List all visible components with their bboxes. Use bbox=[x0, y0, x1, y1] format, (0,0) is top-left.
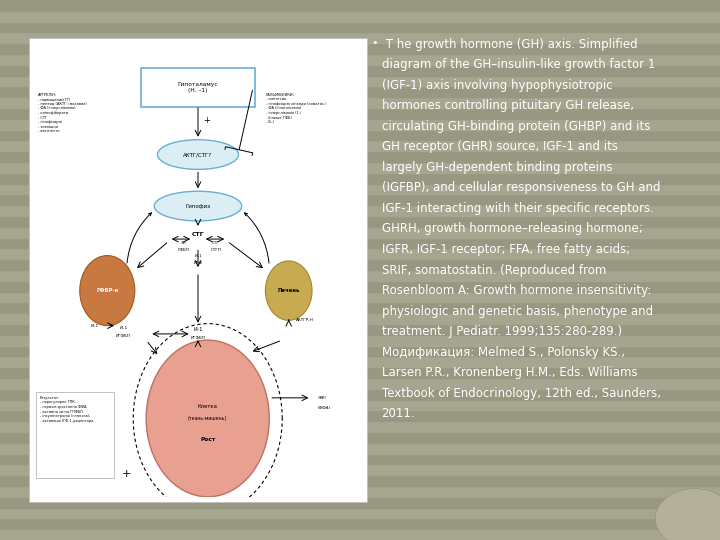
Text: Rosenbloom A: Growth hormone insensitivity:: Rosenbloom A: Growth hormone insensitivi… bbox=[382, 284, 651, 297]
Text: circulating GH-binding protein (GHBP) and its: circulating GH-binding protein (GHBP) an… bbox=[382, 120, 650, 133]
Bar bbox=[0, 324, 720, 335]
Bar bbox=[0, 205, 720, 216]
Bar bbox=[0, 410, 720, 421]
Bar bbox=[0, 432, 720, 443]
Bar bbox=[0, 173, 720, 184]
Text: hormones controlling pituitary GH release,: hormones controlling pituitary GH releas… bbox=[382, 99, 634, 112]
Text: Модификация: Melmed S., Polonsky KS.,: Модификация: Melmed S., Polonsky KS., bbox=[382, 346, 625, 359]
Bar bbox=[0, 346, 720, 356]
Text: IGF-1 interacting with their specific receptors.: IGF-1 interacting with their specific re… bbox=[382, 202, 654, 215]
Bar bbox=[0, 335, 720, 346]
Bar bbox=[0, 238, 720, 248]
Bar bbox=[0, 54, 720, 65]
Bar bbox=[0, 421, 720, 432]
Bar bbox=[0, 443, 720, 454]
Bar bbox=[0, 65, 720, 76]
Bar bbox=[0, 400, 720, 410]
Text: (IGFBP), and cellular responsiveness to GH and: (IGFBP), and cellular responsiveness to … bbox=[382, 181, 660, 194]
Bar bbox=[0, 227, 720, 238]
Bar bbox=[0, 259, 720, 270]
Bar bbox=[0, 529, 720, 540]
Text: IGFR, IGF-1 receptor; FFA, free fatty acids;: IGFR, IGF-1 receptor; FFA, free fatty ac… bbox=[382, 243, 630, 256]
Text: largely GH-dependent binding proteins: largely GH-dependent binding proteins bbox=[382, 161, 612, 174]
Bar bbox=[0, 43, 720, 54]
Text: •: • bbox=[372, 38, 378, 48]
Text: treatment. J Pediatr. 1999;135:280-289.): treatment. J Pediatr. 1999;135:280-289.) bbox=[382, 325, 622, 338]
Bar bbox=[0, 184, 720, 194]
Bar bbox=[0, 454, 720, 464]
Bar bbox=[0, 216, 720, 227]
Bar bbox=[0, 475, 720, 486]
Bar bbox=[0, 518, 720, 529]
Bar bbox=[0, 464, 720, 475]
Bar bbox=[0, 22, 720, 32]
Bar bbox=[0, 108, 720, 119]
Bar bbox=[0, 486, 720, 497]
Text: 2011.: 2011. bbox=[382, 407, 415, 420]
Text: (IGF-1) axis involving hypophysiotropic: (IGF-1) axis involving hypophysiotropic bbox=[382, 79, 612, 92]
Bar bbox=[0, 281, 720, 292]
Text: GHRH, growth hormone–releasing hormone;: GHRH, growth hormone–releasing hormone; bbox=[382, 222, 642, 235]
Bar bbox=[0, 313, 720, 324]
Bar bbox=[0, 130, 720, 140]
Bar bbox=[0, 497, 720, 508]
Text: Larsen P.R., Kronenberg H.M., Eds. Williams: Larsen P.R., Kronenberg H.M., Eds. Willi… bbox=[382, 366, 637, 379]
Circle shape bbox=[655, 489, 720, 540]
Text: T he growth hormone (GH) axis. Simplified: T he growth hormone (GH) axis. Simplifie… bbox=[382, 38, 637, 51]
Bar bbox=[0, 86, 720, 97]
Bar bbox=[0, 11, 720, 22]
Bar bbox=[0, 151, 720, 162]
Bar bbox=[0, 194, 720, 205]
Bar bbox=[0, 367, 720, 378]
Bar bbox=[0, 248, 720, 259]
Bar bbox=[0, 270, 720, 281]
Text: Textbook of Endocrinology, 12th ed., Saunders,: Textbook of Endocrinology, 12th ed., Sau… bbox=[382, 387, 661, 400]
Text: diagram of the GH–insulin-like growth factor 1: diagram of the GH–insulin-like growth fa… bbox=[382, 58, 655, 71]
Bar bbox=[0, 119, 720, 130]
Bar bbox=[0, 97, 720, 108]
Bar bbox=[0, 162, 720, 173]
Bar bbox=[0, 32, 720, 43]
FancyBboxPatch shape bbox=[29, 38, 367, 502]
Bar bbox=[0, 378, 720, 389]
Text: SRIF, somatostatin. (Reproduced from: SRIF, somatostatin. (Reproduced from bbox=[382, 264, 606, 276]
Bar bbox=[0, 0, 720, 11]
Text: physiologic and genetic basis, phenotype and: physiologic and genetic basis, phenotype… bbox=[382, 305, 653, 318]
Bar bbox=[0, 292, 720, 302]
Bar bbox=[0, 508, 720, 518]
Bar bbox=[0, 140, 720, 151]
Bar bbox=[0, 389, 720, 400]
Bar bbox=[0, 302, 720, 313]
Text: GH receptor (GHR) source, IGF-1 and its: GH receptor (GHR) source, IGF-1 and its bbox=[382, 140, 618, 153]
Bar bbox=[0, 76, 720, 86]
Bar bbox=[0, 356, 720, 367]
